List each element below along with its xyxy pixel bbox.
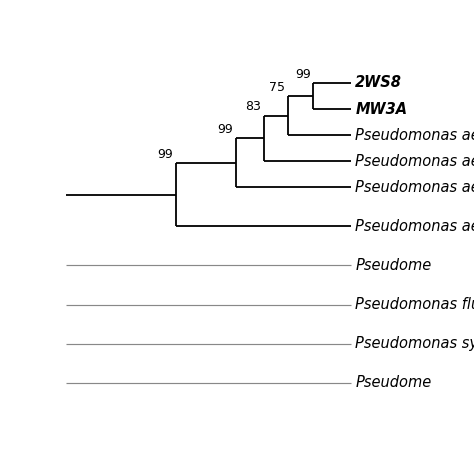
Text: Pseudomonas aer: Pseudomonas aer: [355, 154, 474, 169]
Text: Pseudomonas ae: Pseudomonas ae: [355, 128, 474, 143]
Text: 83: 83: [245, 100, 261, 113]
Text: Pseudome: Pseudome: [355, 375, 431, 390]
Text: 99: 99: [295, 68, 310, 81]
Text: MW3A: MW3A: [355, 101, 407, 117]
Text: 99: 99: [218, 123, 233, 136]
Text: Pseudomonas aer: Pseudomonas aer: [355, 180, 474, 195]
Text: Pseudome: Pseudome: [355, 258, 431, 273]
Text: Pseudomonas aerugino: Pseudomonas aerugino: [355, 219, 474, 234]
Text: Pseudomonas sy: Pseudomonas sy: [355, 336, 474, 351]
Text: 2WS8: 2WS8: [355, 75, 402, 91]
Text: Pseudomonas fluoresce: Pseudomonas fluoresce: [355, 297, 474, 312]
Text: 75: 75: [269, 81, 285, 94]
Text: 99: 99: [157, 148, 173, 161]
